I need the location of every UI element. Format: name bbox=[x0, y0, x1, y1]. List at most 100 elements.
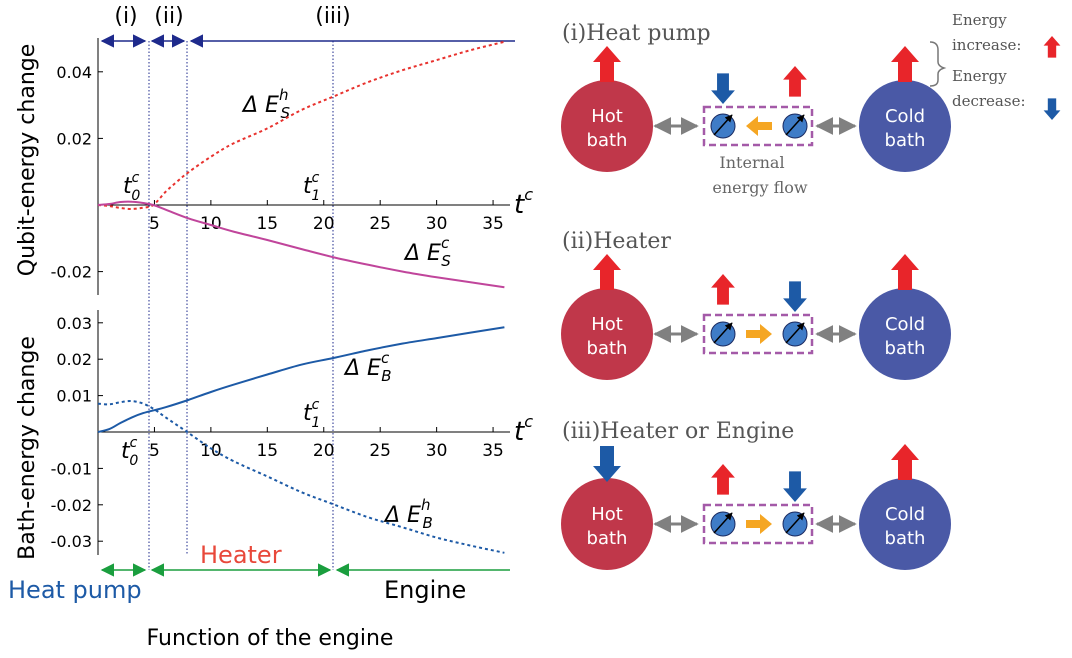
qubit-left-down-arrow-icon bbox=[711, 73, 735, 104]
panel-title: (ii)Heater bbox=[562, 229, 671, 254]
qubit-right bbox=[782, 511, 808, 537]
panel-title: (iii)Heater or Engine bbox=[562, 419, 794, 444]
qubit-spin-icon bbox=[785, 114, 805, 136]
internal-flow-label: Internal bbox=[719, 153, 784, 172]
legend-bracket bbox=[929, 41, 947, 87]
bottom-x-tick-label: 5 bbox=[149, 441, 160, 461]
bottom-y-tick-label: 0.01 bbox=[56, 387, 92, 406]
series-eb-h-line bbox=[97, 400, 505, 554]
engine-text: Engine bbox=[384, 576, 466, 604]
internal-flow-arrow-icon bbox=[746, 514, 772, 534]
top-x-axis-label: tc bbox=[514, 185, 533, 220]
hot-bath-label: bath bbox=[587, 130, 628, 151]
top-y-label: Qubit-energy change bbox=[15, 44, 40, 277]
internal-flow-arrow-icon bbox=[746, 116, 772, 136]
t1-bottom-label: tc 1 bbox=[303, 397, 320, 431]
cold-bath: Cold bath bbox=[859, 288, 951, 380]
function-diagram: Energy increase: Energy decrease: (i)Hea… bbox=[561, 11, 1061, 570]
top-x-tick-label: 5 bbox=[149, 214, 160, 234]
label-es-h: Δ Eh S bbox=[241, 86, 290, 122]
heat-pump-text: Heat pump bbox=[8, 576, 142, 604]
cold-bath-up-arrow-icon bbox=[891, 254, 919, 290]
bottom-y-tick-label: -0.03 bbox=[51, 532, 92, 551]
bottom-y-tick-label: 0.02 bbox=[56, 350, 92, 369]
hot-bath-up-arrow-icon bbox=[593, 46, 621, 82]
bottom-x-tick-label: 35 bbox=[482, 441, 504, 461]
cold-bath: Cold bath bbox=[859, 478, 951, 570]
top-x-tick-label: 15 bbox=[256, 214, 278, 234]
hot-bath-label: Hot bbox=[591, 314, 623, 335]
series-es-h-line bbox=[97, 40, 505, 211]
hot-bath-circle bbox=[561, 288, 653, 380]
hot-bath: Hot bath bbox=[561, 80, 653, 172]
bottom-y-tick-label: 0.03 bbox=[56, 314, 92, 333]
cold-bath-label: bath bbox=[885, 528, 926, 549]
qubit-right-down-arrow-icon bbox=[783, 281, 807, 312]
system-box bbox=[702, 503, 814, 545]
qubit-left bbox=[710, 113, 736, 139]
label-eb-h: Δ Eh B bbox=[383, 496, 433, 532]
qubit-right bbox=[782, 113, 808, 139]
hot-bath-circle bbox=[561, 478, 653, 570]
cold-bath-circle bbox=[859, 288, 951, 380]
bottom-x-tick-label: 30 bbox=[426, 441, 448, 461]
t1-top-label: tc 1 bbox=[303, 170, 320, 204]
hot-bath-label: Hot bbox=[591, 106, 623, 127]
qubit-spin-icon bbox=[785, 322, 805, 344]
phase-iii-label: (iii) bbox=[315, 4, 351, 29]
panel-3: (iii)Heater or Engine Hot bath Cold bath bbox=[561, 419, 951, 570]
qubit-left bbox=[710, 511, 736, 537]
qubit-spin-icon bbox=[713, 322, 733, 344]
hot-bath-circle bbox=[561, 80, 653, 172]
internal-flow-arrow-icon bbox=[746, 324, 772, 344]
legend-increase-arrow-icon bbox=[1043, 36, 1061, 58]
top-y-tick-label: 0.02 bbox=[56, 129, 92, 148]
top-x-tick-label: 25 bbox=[369, 214, 391, 234]
legend-increase-line2: increase: bbox=[952, 36, 1021, 54]
system-box bbox=[702, 313, 814, 355]
bottom-y-tick-label: -0.02 bbox=[51, 496, 92, 515]
top-y-tick-label: 0.04 bbox=[56, 63, 92, 82]
bottom-x-tick-label: 20 bbox=[313, 441, 335, 461]
cold-bath-label: Cold bbox=[885, 106, 925, 127]
cold-bath-label: Cold bbox=[885, 504, 925, 525]
hot-bath-up-arrow-icon bbox=[593, 254, 621, 290]
top-y-tick-label: -0.02 bbox=[51, 263, 92, 282]
cold-bath-up-arrow-icon bbox=[891, 444, 919, 480]
cold-bath-label: bath bbox=[885, 130, 926, 151]
legend-decrease-line2: decrease: bbox=[952, 92, 1026, 110]
qubit-spin-icon bbox=[785, 512, 805, 534]
top-x-tick-label: 20 bbox=[313, 214, 335, 234]
panel-1: (i)Heat pump Hot bath Cold bath Internal energ… bbox=[561, 21, 951, 197]
t0-bottom-label: tc 0 bbox=[121, 435, 138, 469]
bottom-y-tick-label: -0.01 bbox=[51, 459, 92, 478]
bottom-y-label: Bath-energy change bbox=[15, 336, 40, 560]
hot-bath-label: bath bbox=[587, 338, 628, 359]
qubit-left bbox=[710, 321, 736, 347]
qubit-right bbox=[782, 321, 808, 347]
hot-bath-down-arrow-icon bbox=[593, 446, 621, 482]
bottom-x-tick-label: 15 bbox=[256, 441, 278, 461]
legend-increase-line1: Energy bbox=[952, 11, 1007, 29]
internal-flow-label: energy flow bbox=[712, 178, 808, 197]
series-es-c-line bbox=[97, 200, 505, 289]
bottom-x-label: Function of the engine bbox=[147, 626, 394, 651]
qubit-right-down-arrow-icon bbox=[783, 471, 807, 502]
panel-title: (i)Heat pump bbox=[562, 21, 711, 46]
cold-bath-circle bbox=[859, 80, 951, 172]
panel-2: (ii)Heater Hot bath Cold bath bbox=[561, 229, 951, 380]
qubit-spin-icon bbox=[713, 114, 733, 136]
energy-plot: (i) (ii) (iii) Qubit-energy change Bath-… bbox=[8, 4, 533, 651]
top-x-tick-label: 35 bbox=[482, 214, 504, 234]
legend-decrease-arrow-icon bbox=[1043, 98, 1061, 120]
qubit-left-up-arrow-icon bbox=[711, 274, 735, 305]
hot-bath: Hot bath bbox=[561, 478, 653, 570]
top-x-tick-label: 30 bbox=[426, 214, 448, 234]
cold-bath-label: Cold bbox=[885, 314, 925, 335]
hot-bath-label: bath bbox=[587, 528, 628, 549]
qubit-left-up-arrow-icon bbox=[711, 464, 735, 495]
system-box bbox=[702, 105, 814, 147]
cold-bath: Cold bath bbox=[859, 80, 951, 172]
phase-ii-label: (ii) bbox=[154, 4, 183, 29]
